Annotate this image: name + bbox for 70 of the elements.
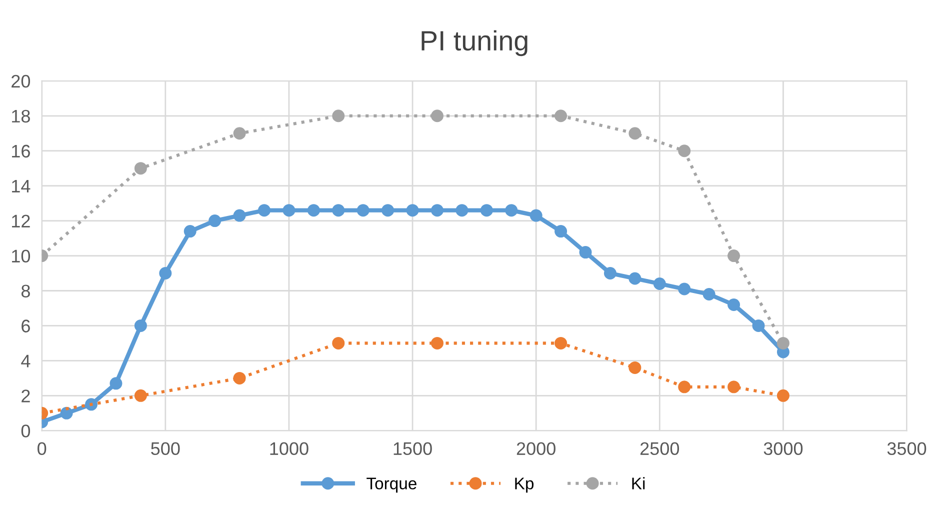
point	[60, 406, 73, 420]
point	[653, 278, 666, 290]
x-tick-label: 0	[38, 442, 46, 456]
point	[628, 361, 642, 374]
point	[233, 372, 246, 384]
point	[184, 225, 196, 238]
point	[85, 398, 98, 411]
y-tick-label: 14	[12, 180, 30, 192]
chart-title: PI tuning	[422, 30, 528, 56]
point	[579, 246, 592, 259]
point	[678, 380, 691, 394]
y-tick-label: 12	[12, 214, 30, 228]
point	[406, 204, 419, 217]
x-tick-label: 2000	[516, 442, 556, 456]
point	[604, 267, 616, 280]
point	[356, 204, 370, 217]
y-tick-label: 16	[12, 144, 30, 158]
point	[628, 272, 642, 285]
legend-label: Ki	[632, 477, 645, 490]
point	[307, 204, 320, 217]
point	[776, 336, 790, 350]
point	[134, 319, 147, 332]
point	[728, 250, 740, 262]
point	[628, 127, 642, 140]
y-tick-label: 4	[21, 354, 30, 368]
legend-label: Kp	[515, 478, 534, 493]
point	[678, 282, 691, 296]
point	[282, 204, 296, 217]
point	[332, 336, 345, 350]
y-tick-label: 20	[12, 74, 30, 88]
x-tick-label: 3000	[764, 442, 803, 456]
y-tick-label: 2	[22, 390, 30, 402]
point	[752, 319, 765, 332]
point	[134, 389, 147, 402]
point	[233, 209, 246, 222]
x-tick-label: 1500	[394, 442, 432, 456]
point	[480, 204, 493, 217]
y-tick-label: 6	[22, 320, 30, 332]
point	[332, 204, 345, 217]
y-tick-label: 0	[21, 424, 30, 438]
legend-label: Torque	[366, 478, 416, 493]
point	[678, 144, 691, 158]
y-tick-label: 18	[12, 110, 30, 123]
point	[505, 204, 518, 217]
point	[554, 225, 568, 238]
point	[332, 110, 345, 122]
x-tick-label: 2500	[640, 442, 680, 456]
point	[110, 377, 122, 390]
point	[430, 110, 444, 122]
y-tick-label: 10	[12, 250, 30, 262]
x-tick-label: 500	[151, 442, 180, 456]
point	[776, 389, 790, 402]
x-tick-label: 1000	[270, 442, 308, 456]
point	[530, 209, 542, 222]
point	[134, 162, 147, 175]
point	[159, 267, 172, 280]
point	[430, 336, 444, 350]
point	[208, 214, 222, 228]
point	[728, 380, 740, 394]
point	[430, 204, 444, 217]
point	[702, 288, 716, 300]
point	[258, 204, 271, 217]
point	[456, 204, 468, 217]
point	[728, 298, 740, 311]
point	[382, 204, 394, 217]
point	[233, 127, 246, 140]
x-tick-label: 3500	[887, 442, 926, 456]
point	[554, 110, 568, 122]
point	[554, 336, 568, 350]
y-tick-label: 8	[21, 284, 30, 298]
